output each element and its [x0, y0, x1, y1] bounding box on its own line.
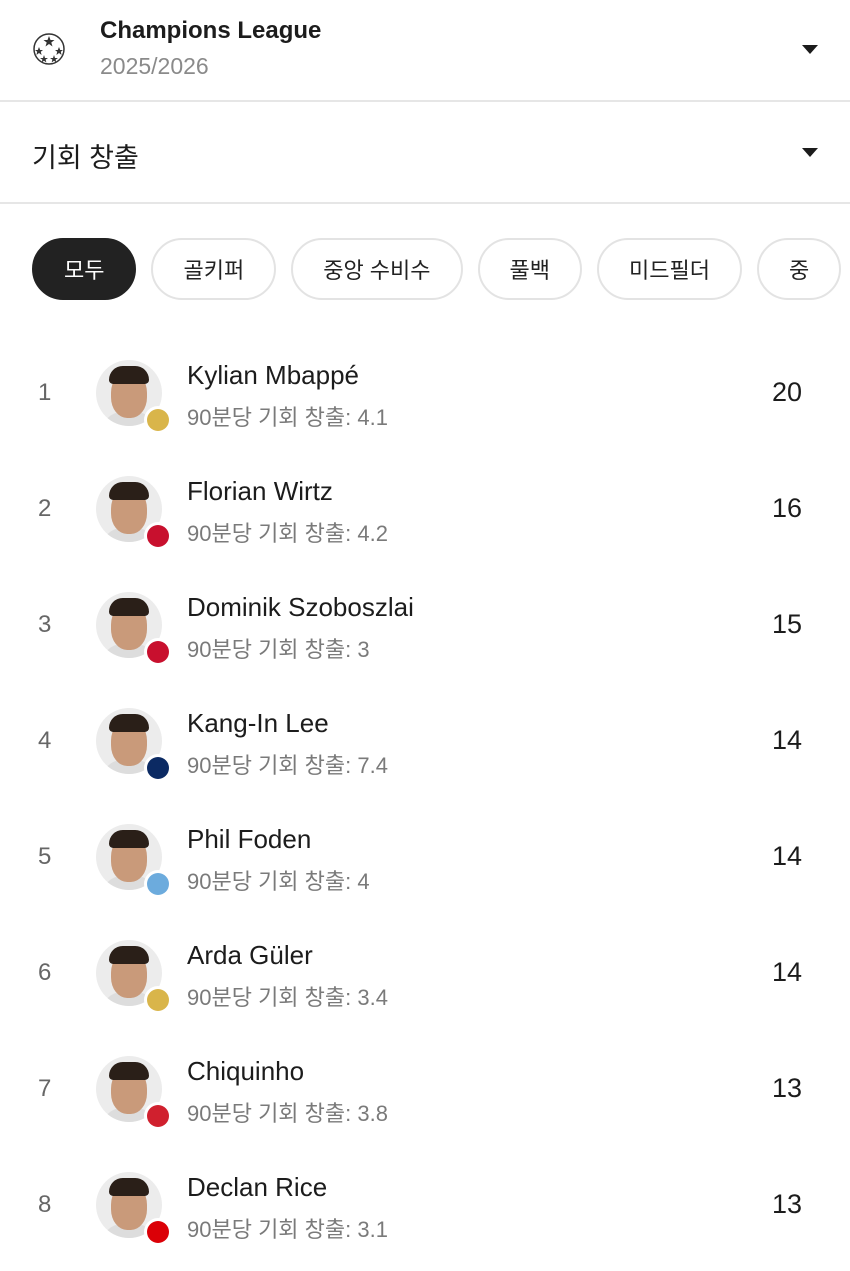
- team-badge-icon: [144, 986, 172, 1014]
- stat-label: 기회 창출: [32, 143, 139, 173]
- player-row[interactable]: 2 Florian Wirtz 90분당 기회 창출: 4.2 16: [0, 450, 850, 566]
- player-avatar: [96, 592, 162, 658]
- player-avatar: [96, 1172, 162, 1238]
- player-value: 20: [771, 377, 802, 407]
- league-selector[interactable]: Champions League 2025/2026: [0, 0, 850, 102]
- player-row[interactable]: 4 Kang-In Lee 90분당 기회 창출: 7.4 14: [0, 682, 850, 798]
- player-per90: 90분당 기회 창출: 4: [187, 869, 370, 894]
- player-rank: 7: [38, 1075, 52, 1102]
- player-rank: 1: [38, 379, 52, 406]
- team-badge-icon: [144, 1218, 172, 1246]
- team-badge-icon: [144, 406, 172, 434]
- player-per90: 90분당 기회 창출: 4.2: [187, 521, 388, 546]
- team-badge-icon: [144, 638, 172, 666]
- player-rank: 8: [38, 1191, 52, 1218]
- player-rank: 6: [38, 959, 52, 986]
- player-row[interactable]: 5 Phil Foden 90분당 기회 창출: 4 14: [0, 798, 850, 914]
- filter-chip[interactable]: 중앙 수비수: [291, 238, 463, 300]
- player-name: Phil Foden: [187, 824, 312, 854]
- player-name: Dominik Szoboszlai: [187, 592, 414, 622]
- filter-chip[interactable]: 모두: [32, 238, 137, 300]
- filter-chip[interactable]: 미드필더: [597, 238, 742, 300]
- stat-selector[interactable]: 기회 창출: [0, 102, 850, 204]
- player-name: Florian Wirtz: [187, 476, 333, 506]
- player-per90: 90분당 기회 창출: 3: [187, 637, 370, 662]
- player-value: 13: [771, 1189, 802, 1219]
- player-per90: 90분당 기회 창출: 3.4: [187, 985, 388, 1010]
- player-row[interactable]: 6 Arda Güler 90분당 기회 창출: 3.4 14: [0, 914, 850, 1030]
- player-name: Declan Rice: [187, 1172, 328, 1202]
- champions-league-icon: [33, 33, 65, 65]
- league-name: Champions League: [100, 17, 322, 44]
- player-per90: 90분당 기회 창출: 7.4: [187, 753, 388, 778]
- player-value: 14: [771, 725, 802, 755]
- player-name: Chiquinho: [187, 1056, 305, 1086]
- player-row[interactable]: 7 Chiquinho 90분당 기회 창출: 3.8 13: [0, 1030, 850, 1146]
- player-value: 14: [771, 841, 802, 871]
- player-rank: 4: [38, 727, 52, 754]
- position-filters: 모두 골키퍼 중앙 수비수 풀백 미드필더 중: [32, 238, 842, 300]
- filter-chip[interactable]: 골키퍼: [151, 238, 277, 300]
- player-rank: 2: [38, 495, 52, 522]
- team-badge-icon: [144, 522, 172, 550]
- team-badge-icon: [144, 1102, 172, 1130]
- player-row[interactable]: 3 Dominik Szoboszlai 90분당 기회 창출: 3 15: [0, 566, 850, 682]
- player-avatar: [96, 360, 162, 426]
- player-name: Arda Güler: [187, 940, 313, 970]
- player-value: 14: [771, 957, 802, 987]
- filter-chip[interactable]: 중: [757, 238, 842, 300]
- team-badge-icon: [144, 754, 172, 782]
- player-rank: 3: [38, 611, 52, 638]
- player-avatar: [96, 708, 162, 774]
- player-value: 13: [771, 1073, 802, 1103]
- player-name: Kang-In Lee: [187, 708, 329, 738]
- player-row[interactable]: 1 Kylian Mbappé 90분당 기회 창출: 4.1 20: [0, 334, 850, 450]
- league-season: 2025/2026: [100, 53, 209, 79]
- player-per90: 90분당 기회 창출: 4.1: [187, 405, 388, 430]
- player-per90: 90분당 기회 창출: 3.1: [187, 1217, 388, 1242]
- caret-down-icon[interactable]: [802, 148, 818, 157]
- caret-down-icon[interactable]: [802, 45, 818, 54]
- player-value: 16: [771, 493, 802, 523]
- team-badge-icon: [144, 870, 172, 898]
- player-per90: 90분당 기회 창출: 3.8: [187, 1101, 388, 1126]
- player-value: 15: [771, 609, 802, 639]
- player-avatar: [96, 824, 162, 890]
- player-rank: 5: [38, 843, 52, 870]
- filter-chip[interactable]: 풀백: [477, 238, 583, 300]
- player-row[interactable]: 8 Declan Rice 90분당 기회 창출: 3.1 13: [0, 1146, 850, 1262]
- player-name: Kylian Mbappé: [187, 360, 359, 390]
